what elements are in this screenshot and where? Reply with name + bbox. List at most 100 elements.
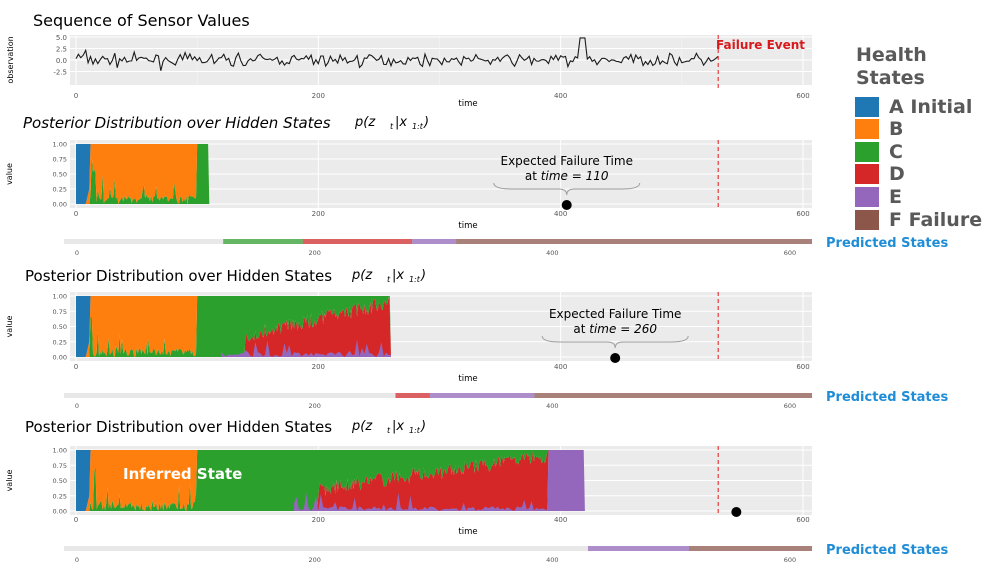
predicted-tick-label: 0 (75, 249, 79, 257)
chart-title-math: ) (423, 115, 429, 130)
predicted-tick-label: 600 (784, 249, 796, 257)
y-tick-label: 0.00 (53, 201, 67, 209)
y-tick-label: 0.00 (53, 354, 67, 362)
chart-title-math: p(z (351, 419, 373, 434)
predicted-tick-label: 600 (784, 556, 796, 564)
y-tick-label: 0.75 (53, 308, 67, 316)
legend-label: A Initial (889, 95, 973, 118)
chart-title-math: p(z (354, 115, 376, 130)
predicted-states-label: Predicted States (826, 390, 948, 405)
posterior-chart: Posterior Distribution over Hidden State… (5, 267, 948, 410)
expected-failure-brace (541, 335, 689, 349)
predicted-states-label: Predicted States (826, 236, 948, 251)
y-tick-label: 0.00 (53, 508, 67, 516)
expected-failure-point (610, 353, 621, 363)
expected-failure-label: Expected Failure Time (500, 154, 632, 168)
expected-failure-point (561, 200, 572, 210)
legend-item: E (855, 185, 902, 208)
chart-title-math: ) (420, 268, 426, 283)
legend-item: C (855, 141, 903, 163)
legend-swatch (855, 119, 879, 140)
predicted-segment-F (688, 546, 812, 551)
y-tick-label: 2.5 (56, 46, 67, 54)
predicted-tick-label: 200 (308, 249, 320, 257)
chart-title: Posterior Distribution over Hidden State… (23, 114, 331, 132)
x-tick-label: 600 (796, 210, 809, 218)
y-tick-label: 5.0 (56, 34, 67, 42)
state-area-E-spikes (294, 492, 549, 511)
inferred-state-label: Inferred State (123, 465, 242, 483)
y-tick-label: 0.25 (53, 186, 67, 194)
state-area-B (76, 450, 585, 511)
failure-event-label: Failure Event (716, 38, 805, 52)
expected-failure-label: Expected Failure Time (549, 307, 681, 321)
chart-title-math: 1:t (412, 122, 424, 131)
x-tick-label: 400 (554, 363, 567, 371)
posterior-chart: Posterior Distribution over Hidden State… (5, 418, 948, 564)
predicted-tick-label: 200 (308, 556, 320, 564)
state-area-D (76, 450, 585, 511)
state-area-A (76, 144, 210, 204)
y-axis-label: observation (6, 36, 15, 83)
y-tick-label: 1.00 (53, 447, 67, 455)
x-axis-label: time (458, 527, 477, 537)
x-axis-label: time (458, 374, 477, 384)
y-tick-label: 0.50 (53, 171, 67, 179)
x-tick-label: 200 (312, 516, 325, 524)
y-axis-label: value (5, 470, 14, 492)
legend-label: D (889, 163, 905, 186)
y-tick-label: 0.25 (53, 492, 67, 500)
predicted-tick-label: 400 (546, 249, 558, 257)
legend-label: B (889, 118, 904, 141)
x-tick-label: 400 (554, 92, 567, 100)
legend-item: D (855, 163, 905, 186)
legend-swatch (855, 186, 879, 207)
x-tick-label: 200 (312, 363, 325, 371)
y-tick-label: -2.5 (53, 69, 67, 77)
x-tick-label: 600 (796, 516, 809, 524)
predicted-tick-label: 400 (546, 556, 558, 564)
x-tick-label: 0 (74, 363, 78, 371)
predicted-segment-E (429, 393, 535, 398)
state-area-E-spikes (221, 339, 392, 357)
state-area-B (76, 144, 210, 204)
legend-label: F Failure (889, 208, 983, 231)
expected-failure-time: at time = 110 (525, 169, 609, 183)
predicted-tick-label: 200 (308, 402, 320, 410)
x-tick-label: 600 (796, 363, 809, 371)
predicted-tick-label: 600 (784, 402, 796, 410)
x-tick-label: 200 (312, 92, 325, 100)
legend-title-line2: States (856, 67, 925, 89)
legend-item: F Failure (855, 208, 983, 231)
chart-title-math: 1:t (409, 275, 421, 284)
legend-label: E (889, 185, 902, 208)
predicted-segment-F (456, 239, 812, 244)
x-tick-label: 0 (74, 210, 78, 218)
x-tick-label: 400 (554, 210, 567, 218)
y-tick-label: 1.00 (53, 293, 67, 301)
chart-title-math: |x (392, 268, 404, 283)
predicted-tick-label: 0 (75, 556, 79, 564)
y-tick-label: 0.25 (53, 338, 67, 346)
legend-item: A Initial (855, 95, 973, 118)
predicted-segment-C (223, 239, 303, 244)
legend-swatch (855, 209, 879, 230)
posterior-chart: Posterior Distribution over Hidden State… (5, 114, 948, 257)
chart-title: Posterior Distribution over Hidden State… (25, 418, 332, 436)
chart-title: Posterior Distribution over Hidden State… (25, 267, 332, 285)
legend-swatch (855, 96, 879, 117)
sensor-chart: Sequence of Sensor Values 5.0 2.5 0.0 -2.5 ob… (6, 11, 812, 109)
x-tick-label: 600 (796, 92, 809, 100)
sensor-line (75, 37, 719, 71)
legend-item: B (855, 118, 904, 141)
predicted-segment-D (302, 239, 413, 244)
x-tick-label: 200 (312, 210, 325, 218)
y-tick-label: 0.50 (53, 323, 67, 331)
chart-title-math: p(z (351, 268, 373, 283)
y-axis-label: value (5, 163, 14, 185)
chart-title-math: ) (420, 419, 426, 434)
chart-title-math: |x (395, 115, 407, 130)
state-area-C (76, 144, 210, 204)
chart-title-math: |x (392, 419, 404, 434)
